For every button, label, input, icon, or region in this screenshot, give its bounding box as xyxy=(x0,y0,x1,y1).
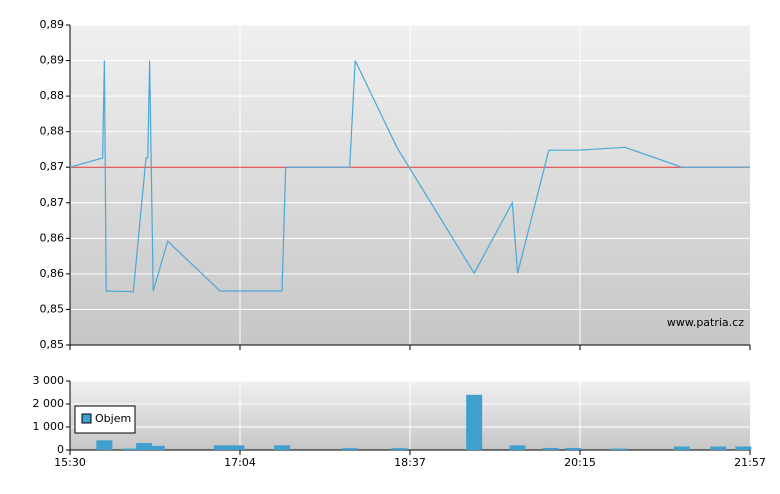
volume-bar xyxy=(274,445,291,450)
x-tick-label: 20:15 xyxy=(564,456,596,469)
volume-bar xyxy=(466,394,483,450)
y-tick-label: 0,87 xyxy=(40,160,65,173)
y-tick-label: 0,89 xyxy=(40,54,65,67)
legend-swatch xyxy=(81,413,92,424)
volume-bar xyxy=(509,445,526,450)
watermark: www.patria.cz xyxy=(667,316,744,329)
y-tick-label: 0,85 xyxy=(40,302,65,315)
volume-bar xyxy=(710,446,727,450)
y-tick-label: 0,87 xyxy=(40,196,65,209)
y-tick-label: 0,85 xyxy=(40,338,65,351)
volume-bar xyxy=(610,448,627,450)
volume-bar xyxy=(136,443,153,450)
volume-bar xyxy=(213,445,230,450)
y-tick-label: 2 000 xyxy=(33,397,65,410)
volume-bar xyxy=(565,447,582,450)
y-tick-label: 1 000 xyxy=(33,420,65,433)
y-tick-label: 0 xyxy=(57,443,64,456)
volume-bar xyxy=(673,446,690,450)
x-tick-label: 18:37 xyxy=(394,456,426,469)
volume-bar xyxy=(391,448,408,450)
volume-bar xyxy=(542,447,559,450)
price-line xyxy=(69,60,750,293)
x-tick-label: 15:30 xyxy=(54,456,86,469)
volume-bar xyxy=(341,448,358,450)
volume-bar xyxy=(148,445,165,450)
x-tick-label: 17:04 xyxy=(224,456,256,469)
y-tick-label: 0,88 xyxy=(40,125,65,138)
y-tick-label: 0,89 xyxy=(40,18,65,31)
volume-bar xyxy=(96,440,113,450)
volume-bar xyxy=(121,448,138,450)
x-tick-label: 21:57 xyxy=(734,456,766,469)
y-tick-label: 0,86 xyxy=(40,267,65,280)
volume-bar xyxy=(228,445,245,450)
volume-bar xyxy=(735,446,752,450)
legend-label: Objem xyxy=(95,412,131,425)
y-tick-label: 0,86 xyxy=(40,231,65,244)
y-tick-label: 3 000 xyxy=(33,374,65,387)
y-tick-label: 0,88 xyxy=(40,89,65,102)
